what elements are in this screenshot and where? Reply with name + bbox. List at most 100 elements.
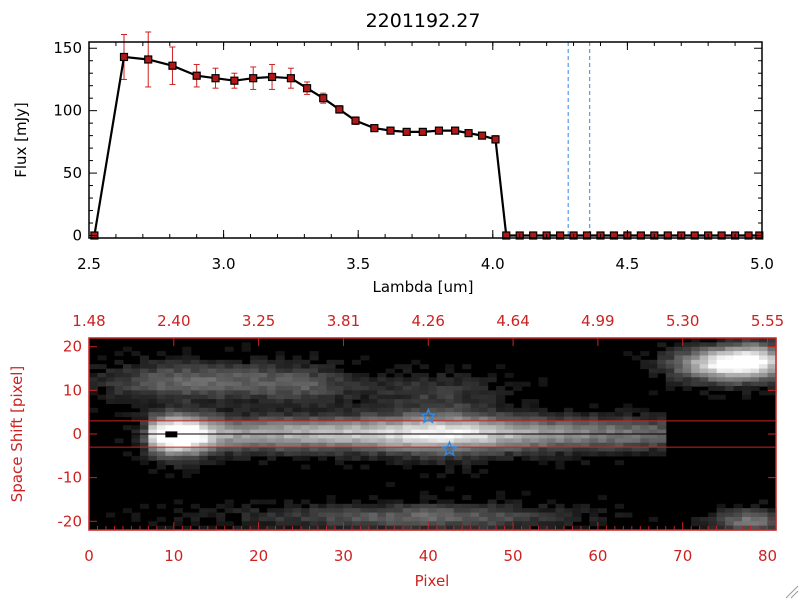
- image-pixel: [309, 420, 319, 426]
- image-pixel: [207, 451, 217, 457]
- image-pixel: [216, 455, 226, 461]
- image-pixel: [122, 381, 133, 387]
- image-pixel: [173, 434, 183, 439]
- image-pixel: [496, 438, 506, 444]
- image-pixel: [555, 451, 565, 457]
- flux-data-point: [451, 126, 460, 135]
- image-pixel: [318, 525, 328, 531]
- image-pixel: [445, 425, 455, 431]
- image-pixel: [530, 420, 540, 426]
- image-pixel: [767, 338, 777, 343]
- image-pixel: [691, 377, 701, 383]
- image-pixel: [292, 521, 302, 527]
- image-pixel: [216, 407, 226, 413]
- image-pixel: [394, 407, 404, 413]
- image-pixel: [419, 372, 429, 378]
- image-pixel: [377, 521, 387, 527]
- image-pixel: [309, 521, 319, 527]
- image-pixel: [445, 438, 455, 444]
- source-marker: [165, 431, 178, 438]
- x-tick-label: 0: [84, 547, 94, 565]
- image-pixel: [190, 381, 200, 387]
- image-pixel: [538, 503, 548, 509]
- image-pixel: [445, 525, 455, 531]
- image-pixel: [250, 499, 260, 505]
- image-pixel: [445, 521, 455, 527]
- image-pixel: [199, 368, 209, 374]
- image-pixel: [657, 420, 667, 426]
- image-pixel: [563, 434, 574, 439]
- image-pixel: [411, 381, 421, 387]
- image-pixel: [368, 442, 378, 448]
- image-pixel: [199, 377, 209, 383]
- image-pixel: [377, 416, 387, 422]
- image-pixel: [190, 386, 200, 391]
- image-pixel: [759, 525, 769, 531]
- image-pixel: [631, 438, 641, 444]
- image-pixel: [521, 438, 531, 444]
- x-tick-label: 3.0: [212, 255, 236, 273]
- image-pixel: [105, 368, 116, 374]
- image-pixel: [224, 429, 234, 435]
- image-pixel: [436, 407, 446, 413]
- image-pixel: [487, 434, 497, 439]
- image-pixel: [309, 438, 319, 444]
- image-pixel: [750, 381, 760, 387]
- image-pixel: [148, 434, 158, 439]
- image-pixel: [445, 386, 455, 391]
- image-pixel: [250, 420, 260, 426]
- image-pixel: [750, 521, 760, 527]
- image-pixel: [462, 464, 472, 470]
- image-pixel: [351, 442, 362, 448]
- image-pixel: [631, 407, 641, 413]
- image-pixel: [530, 416, 540, 422]
- image-pixel: [742, 377, 752, 383]
- image-pixel: [318, 412, 328, 418]
- image-pixel: [555, 442, 565, 448]
- image-pixel: [487, 420, 497, 426]
- image-pixel: [207, 455, 217, 461]
- image-pixel: [436, 499, 446, 505]
- image-pixel: [419, 508, 429, 514]
- image-pixel: [368, 394, 378, 400]
- image-pixel: [114, 381, 124, 387]
- image-pixel: [453, 394, 463, 400]
- image-pixel: [368, 412, 378, 418]
- image-pixel: [173, 399, 183, 405]
- image-pixel: [301, 364, 311, 370]
- image-pixel: [292, 438, 302, 444]
- image-pixel: [148, 372, 158, 378]
- image-pixel: [657, 364, 667, 370]
- image-pixel: [419, 403, 429, 409]
- image-pixel: [360, 434, 370, 439]
- image-pixel: [190, 455, 200, 461]
- image-pixel: [292, 525, 302, 531]
- image-pixel: [224, 359, 234, 365]
- image-pixel: [224, 412, 234, 418]
- image-pixel: [114, 412, 124, 418]
- image-pixel: [334, 521, 345, 527]
- image-pixel: [343, 412, 353, 418]
- image-pixel: [402, 399, 412, 405]
- image-pixel: [462, 429, 472, 435]
- image-pixel: [445, 407, 455, 413]
- image-pixel: [216, 516, 226, 522]
- image-pixel: [674, 359, 684, 365]
- image-pixel: [301, 429, 311, 435]
- image-pixel: [292, 412, 302, 418]
- image-pixel: [436, 399, 446, 405]
- image-pixel: [385, 368, 395, 374]
- image-pixel: [207, 438, 217, 444]
- flux-data-point: [529, 231, 538, 240]
- image-pixel: [241, 521, 251, 527]
- image-pixel: [97, 377, 107, 383]
- image-pixel: [563, 407, 574, 413]
- image-pixel: [309, 364, 319, 370]
- image-pixel: [547, 442, 557, 448]
- image-pixel: [487, 377, 497, 383]
- image-pixel: [148, 447, 158, 453]
- image-pixel: [411, 420, 421, 426]
- image-pixel: [470, 407, 480, 413]
- image-pixel: [547, 512, 557, 518]
